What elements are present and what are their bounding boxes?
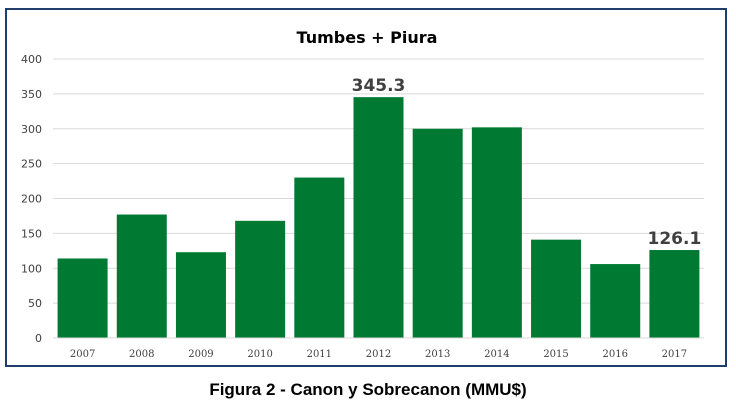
- x-tick-label: 2007: [70, 349, 95, 360]
- bar-2011: [294, 177, 345, 338]
- bar-2017: [649, 250, 700, 338]
- data-label: 126.1: [648, 229, 702, 249]
- y-tick-label: 350: [21, 88, 42, 101]
- x-tick-label: 2012: [366, 349, 391, 360]
- y-tick-label: 50: [28, 297, 42, 310]
- x-axis-ticks: 2007 2008 2009 2010 2011 2012 2013 2014 2015 2016…: [70, 349, 687, 360]
- x-tick-label: 2015: [543, 349, 568, 360]
- chart-title: Tumbes + Piura: [297, 28, 438, 47]
- y-axis-ticks: 0 50 100 150 200 250 300 350 400: [21, 53, 42, 345]
- x-tick-label: 2010: [247, 349, 272, 360]
- y-tick-label: 100: [21, 262, 42, 275]
- y-tick-label: 150: [21, 227, 42, 240]
- x-tick-label: 2017: [662, 349, 687, 360]
- bar-2015: [531, 239, 582, 338]
- y-tick-label: 300: [21, 123, 42, 136]
- bar-2013: [412, 128, 463, 338]
- bar-2009: [175, 252, 226, 338]
- y-tick-label: 250: [21, 158, 42, 171]
- x-tick-label: 2008: [129, 349, 154, 360]
- y-tick-label: 400: [21, 53, 42, 66]
- data-label: 345.3: [352, 76, 406, 96]
- y-tick-label: 0: [35, 332, 42, 345]
- x-tick-label: 2013: [425, 349, 450, 360]
- bar-2008: [116, 214, 167, 338]
- bar-2010: [235, 220, 286, 338]
- x-tick-label: 2016: [603, 349, 628, 360]
- bar-chart: Tumbes + Piura 050100150200250300350400 …: [21, 28, 704, 360]
- x-tick-label: 2011: [307, 349, 332, 360]
- bar-2012: [353, 97, 404, 338]
- figure-caption: Figura 2 - Canon y Sobrecanon (MMU$): [209, 380, 527, 399]
- x-tick-label: 2009: [188, 349, 213, 360]
- bar-2014: [471, 127, 522, 338]
- bar-2016: [590, 264, 641, 338]
- data-labels: 345.3 126.1: [352, 76, 702, 249]
- x-tick-label: 2014: [484, 349, 509, 360]
- bars: [57, 97, 700, 338]
- bar-2007: [57, 258, 108, 338]
- y-tick-label: 200: [21, 193, 42, 206]
